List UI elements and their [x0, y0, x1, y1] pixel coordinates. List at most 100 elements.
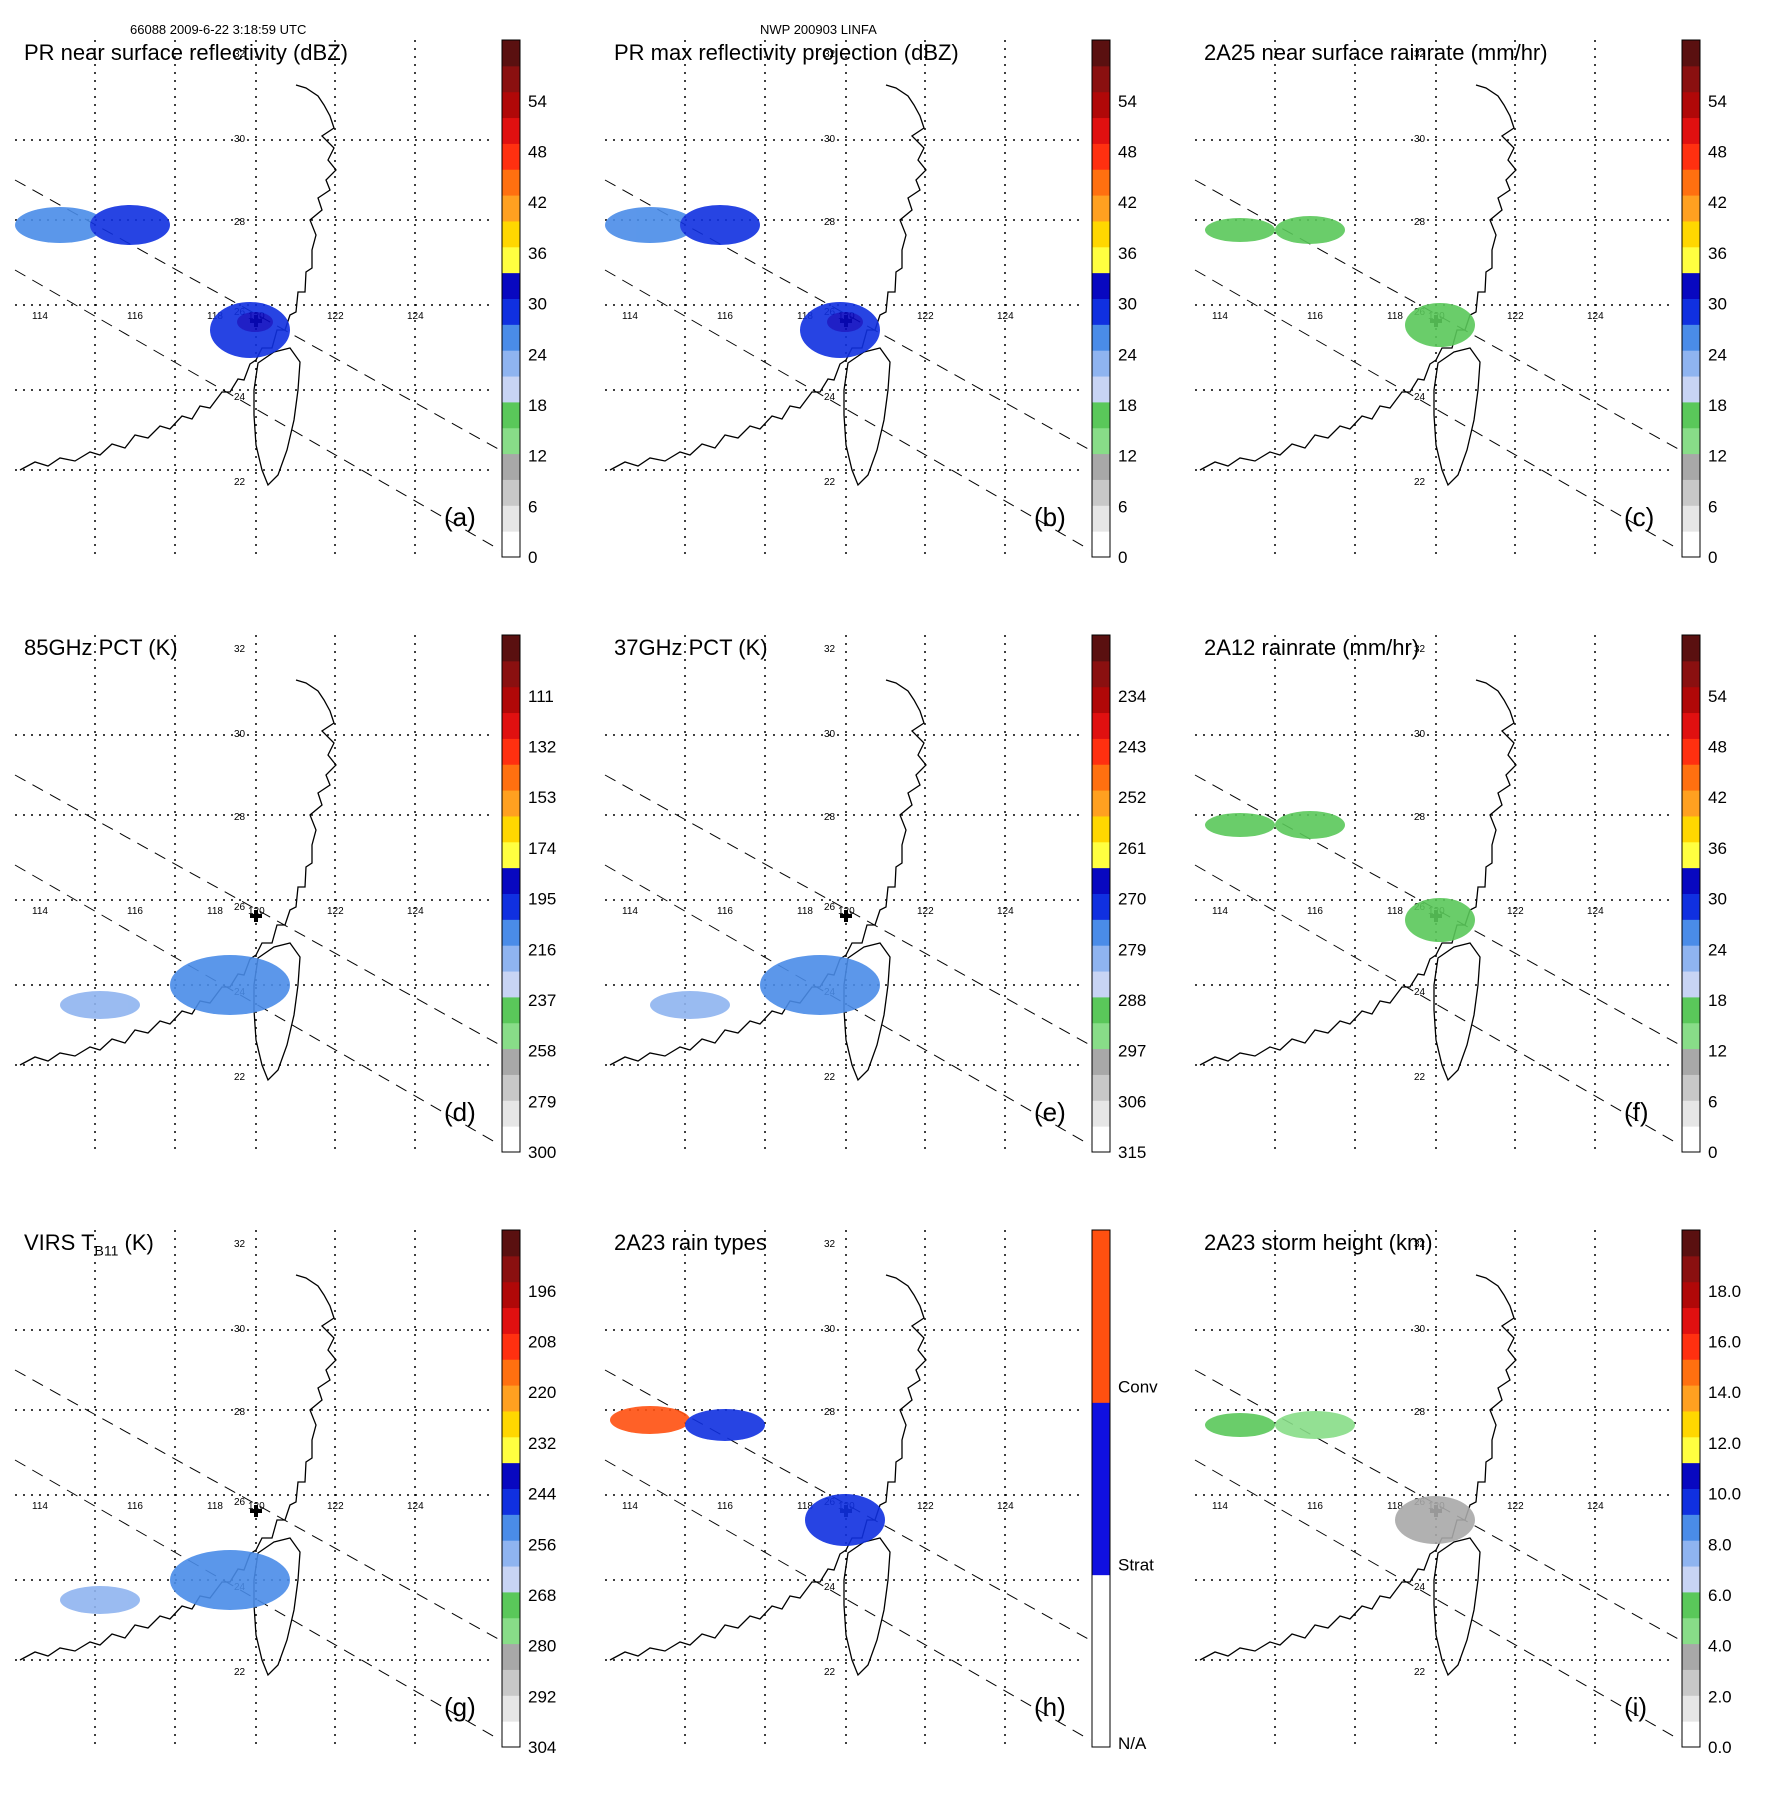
lat-label: 32	[234, 49, 246, 60]
panel-d: 1141161181201221242224262830323002792582…	[0, 625, 587, 1222]
swath-edge-north	[14, 774, 501, 1046]
lon-label: 116	[717, 1501, 733, 1512]
colorbar-segment	[1682, 1307, 1700, 1334]
lat-label: 24	[824, 392, 836, 403]
colorbar-tick-label: 16.0	[1708, 1333, 1741, 1352]
colorbar-segment	[1682, 764, 1700, 791]
colorbar-segment	[1682, 1230, 1700, 1257]
lon-label: 124	[1587, 311, 1604, 322]
colorbar-tick-label: 0	[1708, 1143, 1717, 1162]
taiwan-outline	[253, 942, 301, 1082]
panel-f: 1141161181201221242224262830320612182430…	[1180, 625, 1767, 1222]
taiwan-outline	[843, 942, 891, 1082]
colorbar-segment	[1682, 427, 1700, 455]
lat-label: 30	[234, 1324, 246, 1335]
colorbar: 0 6 12 18 24 30 36 42 48 54	[501, 39, 547, 567]
colorbar: 300 279 258 237 216 195 174 153 132 111	[501, 634, 556, 1162]
panel-e: 1141161181201221242224262830323153062972…	[590, 625, 1177, 1222]
title-main: VIRS T	[24, 1230, 95, 1255]
colorbar-segment	[502, 1281, 520, 1309]
colorbar-tick-label: 268	[528, 1586, 556, 1605]
graticule	[15, 1230, 495, 1747]
china-coastline	[1199, 1274, 1517, 1661]
colorbar-segment	[502, 1230, 520, 1257]
colorbar-segment	[1092, 790, 1110, 817]
panel-g: 1141161181201221242224262830323042922802…	[0, 1220, 587, 1817]
colorbar-tick-label: 0	[1708, 548, 1717, 567]
china-coastline	[19, 679, 337, 1066]
colorbar-tick-label: 12	[1118, 447, 1137, 466]
lon-label: 114	[32, 1501, 48, 1512]
lat-label: 30	[1414, 134, 1426, 145]
lon-label: 114	[622, 1501, 638, 1512]
panel-title: PR near surface reflectivity (dBZ)	[24, 40, 348, 65]
colorbar-segment	[1682, 738, 1700, 765]
colorbar-segment	[502, 1462, 520, 1489]
colorbar-segment	[1682, 91, 1700, 119]
taiwan-outline	[1433, 942, 1481, 1082]
swath-edge-south	[14, 269, 501, 551]
lon-label: 124	[997, 311, 1014, 322]
colorbar-tick-label: Conv	[1118, 1377, 1158, 1396]
graticule	[605, 1230, 1085, 1747]
colorbar-tick-label: 196	[528, 1282, 556, 1301]
lat-label: 30	[234, 134, 246, 145]
colorbar-segment	[502, 919, 520, 946]
colorbar-tick-label: 36	[1118, 244, 1137, 263]
storm-center-marker	[250, 1505, 262, 1517]
colorbar-segment	[1682, 505, 1700, 532]
colorbar-tick-label: 30	[1708, 295, 1727, 314]
colorbar-segment	[1092, 350, 1110, 377]
lat-label: 30	[234, 729, 246, 740]
colorbar-segment	[502, 531, 520, 558]
lon-label: 116	[1307, 311, 1323, 322]
colorbar-segment	[1092, 867, 1110, 894]
colorbar-tick-label: 36	[528, 244, 547, 263]
colorbar-tick-label: 304	[528, 1738, 556, 1757]
precip-field	[60, 1550, 290, 1614]
colorbar-segment	[502, 1359, 520, 1386]
colorbar-segment	[1682, 65, 1700, 93]
lat-label: 28	[1414, 217, 1426, 228]
panel-title: 2A23 storm height (km)	[1204, 1230, 1433, 1255]
colorbar-segment	[502, 65, 520, 93]
lat-label: 22	[234, 1072, 246, 1083]
lon-label: 116	[127, 311, 143, 322]
colorbar-segment	[1092, 945, 1110, 972]
colorbar-segment	[1092, 117, 1110, 144]
colorbar-segment	[502, 1488, 520, 1515]
graticule	[1195, 635, 1675, 1152]
colorbar-tick-label: 216	[528, 940, 556, 959]
map-e: 1141161181201221242224262830323153062972…	[604, 634, 1146, 1162]
colorbar-frame	[1681, 1229, 1701, 1748]
colorbar-tick-label: 24	[528, 345, 547, 364]
colorbar-segment	[502, 635, 520, 662]
colorbar-tick-label: 18	[1708, 991, 1727, 1010]
precip-cell	[827, 312, 863, 332]
colorbar-segment	[502, 996, 520, 1024]
lat-label: 22	[1414, 1072, 1426, 1083]
colorbar-tick-label: 48	[1708, 738, 1727, 757]
lat-label: 26	[234, 902, 246, 913]
precip-field	[610, 1406, 885, 1546]
swath-edge-south	[1194, 269, 1681, 551]
china-coastline	[609, 84, 927, 471]
panel-c: 1141161181201221242224262830320612182430…	[1180, 30, 1767, 627]
colorbar-segment	[1682, 40, 1700, 67]
colorbar-tick-label: 54	[528, 92, 547, 111]
lat-label: 22	[234, 477, 246, 488]
colorbar-segment	[1682, 1100, 1700, 1127]
colorbar-segment	[1682, 1643, 1700, 1670]
lon-label: 122	[917, 1501, 934, 1512]
lat-label: 22	[1414, 1667, 1426, 1678]
swath-edge-south	[1194, 864, 1681, 1146]
colorbar-segment	[1682, 945, 1700, 972]
colorbar-tick-label: 30	[1118, 295, 1137, 314]
swath-edge-south	[1194, 1459, 1681, 1741]
colorbar-segment	[1092, 505, 1110, 532]
colorbar-segment	[1092, 1048, 1110, 1075]
colorbar-tick-label: 48	[1708, 143, 1727, 162]
panel-label: (g)	[444, 1692, 476, 1722]
colorbar-segment	[502, 1540, 520, 1567]
panel-label: (h)	[1034, 1692, 1066, 1722]
